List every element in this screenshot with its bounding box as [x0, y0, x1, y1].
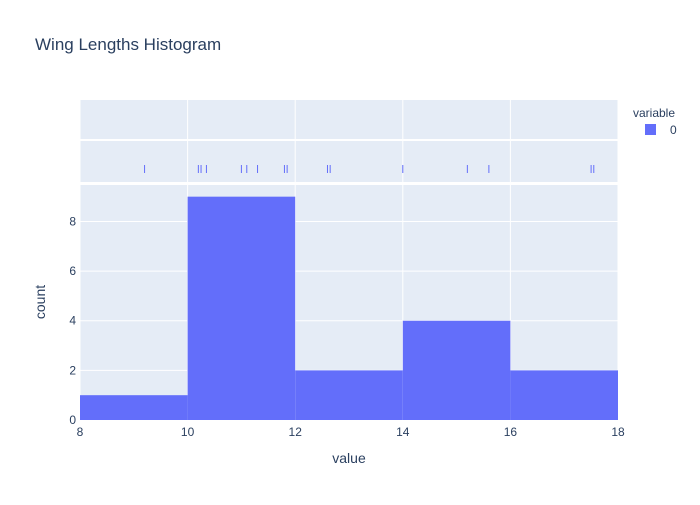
x-tick-label: 14 — [396, 425, 410, 439]
rug-marks — [144, 165, 595, 173]
legend-item-0[interactable]: 0 — [645, 123, 677, 137]
histogram-bar[interactable] — [80, 395, 188, 420]
legend[interactable]: variable 0 — [633, 106, 677, 137]
histogram-bars — [80, 196, 618, 420]
histogram-bar[interactable] — [295, 370, 403, 420]
x-axis-title: value — [332, 450, 366, 466]
histogram-bar[interactable] — [510, 370, 618, 420]
y-tick-label: 0 — [69, 413, 76, 427]
legend-item-label: 0 — [670, 123, 677, 137]
y-tick-label: 2 — [69, 363, 76, 377]
legend-title: variable — [633, 106, 675, 120]
y-axis-ticks: 0 2 4 6 8 — [69, 214, 76, 427]
y-tick-label: 4 — [69, 314, 76, 328]
y-tick-label: 6 — [69, 264, 76, 278]
legend-swatch — [645, 124, 656, 135]
x-tick-label: 10 — [181, 425, 195, 439]
x-tick-label: 18 — [611, 425, 625, 439]
rug-gridlines — [79, 100, 619, 182]
y-axis-title: count — [32, 285, 48, 319]
x-axis-ticks: 8 10 12 14 16 18 — [77, 425, 625, 439]
histogram-bar[interactable] — [187, 196, 296, 420]
x-tick-label: 16 — [504, 425, 518, 439]
histogram-bar[interactable] — [402, 320, 511, 420]
x-tick-label: 12 — [289, 425, 303, 439]
y-tick-label: 8 — [69, 214, 76, 228]
chart-title: Wing Lengths Histogram — [35, 35, 221, 54]
x-tick-label: 8 — [77, 425, 84, 439]
